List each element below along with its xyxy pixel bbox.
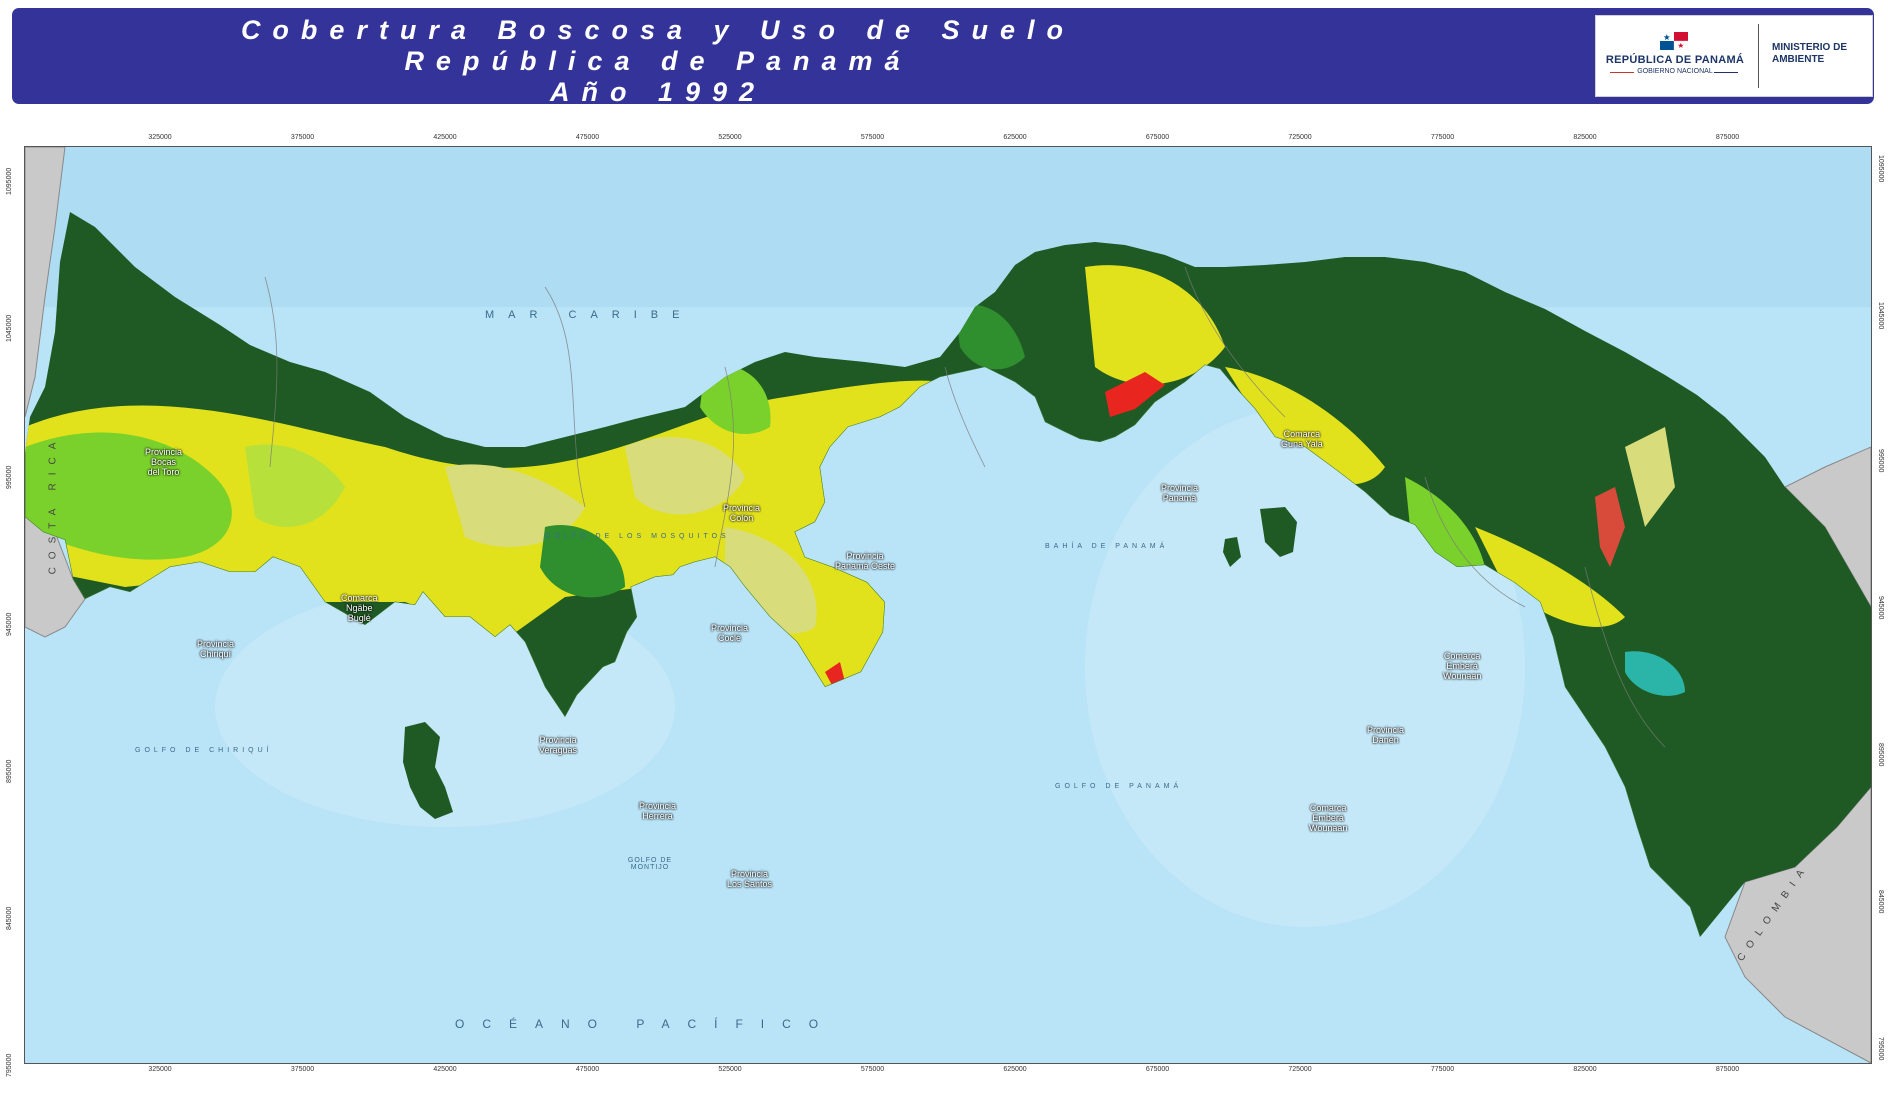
- y-tick-label: 845000: [6, 906, 13, 930]
- title-banner: Cobertura Boscosa y Uso de Suelo Repúbli…: [12, 8, 1874, 107]
- region-label-embera-wounaan-2: Comarca Emberá Wounaan: [1309, 803, 1348, 833]
- y-tick-label: 995000: [1877, 449, 1884, 473]
- y-tick-label: 895000: [1877, 743, 1884, 767]
- region-label-herrera: Provincia Herrera: [639, 801, 677, 821]
- x-tick-label: 325000: [148, 134, 172, 141]
- government-logo: REPÚBLICA DE PANAMÁ GOBIERNO NACIONAL MI…: [1595, 15, 1873, 97]
- y-tick-label: 895000: [6, 759, 13, 783]
- region-label-los-santos: Provincia Los Santos: [727, 869, 773, 889]
- x-tick-label: 725000: [1288, 134, 1312, 141]
- government-name: REPÚBLICA DE PANAMÁ: [1605, 54, 1745, 66]
- x-tick-label: 875000: [1715, 1066, 1740, 1073]
- y-tick-label: 945000: [1877, 596, 1884, 620]
- x-tick-label: 775000: [1430, 1066, 1455, 1073]
- y-tick-label: 1095000: [6, 167, 13, 195]
- y-tick-label: 1045000: [1877, 302, 1884, 330]
- golfo-panama-label: GOLFO DE PANAMÁ: [1055, 783, 1183, 790]
- y-tick-label: 795000: [6, 1053, 13, 1077]
- x-tick-label: 425000: [433, 1066, 457, 1073]
- region-label-colon: Provincia Colón: [723, 503, 761, 523]
- region-label-panama-oeste: Provincia Panamá Oeste: [835, 551, 896, 571]
- x-tick-label: 475000: [575, 134, 600, 141]
- region-label-veraguas: Provincia Veraguas: [539, 735, 578, 755]
- y-tick-label: 845000: [1877, 890, 1884, 914]
- ministry-name: MINISTERIO DE AMBIENTE: [1772, 42, 1848, 65]
- x-tick-label: 575000: [860, 1066, 885, 1073]
- x-tick-label: 475000: [575, 1066, 600, 1073]
- x-tick-label: 525000: [718, 134, 742, 141]
- panama-flag-icon: [1660, 32, 1688, 50]
- pacific-ocean-label: OCÉANO PACÍFICO: [455, 1017, 837, 1031]
- golfo-montijo-label: GOLFO DE MONTIJO: [627, 857, 673, 871]
- map-frame: MAR CARIBE OCÉANO PACÍFICO GOLFO DE CHIR…: [24, 146, 1872, 1064]
- x-tick-label: 575000: [860, 134, 885, 141]
- land-cover-map: [25, 147, 1871, 1063]
- x-tick-label: 375000: [290, 134, 315, 141]
- region-label-cocle: Provincia Coclé: [711, 623, 749, 643]
- region-label-darien: Provincia Darién: [1367, 725, 1405, 745]
- costa-rica-label: COSTA RICA: [47, 434, 59, 575]
- map-title-line-2: República de Panamá: [404, 46, 912, 76]
- x-tick-label: 325000: [148, 1066, 172, 1073]
- region-label-bocas: Provincia Bocas del Toro: [145, 447, 183, 477]
- x-tick-label: 825000: [1573, 134, 1597, 141]
- logo-divider-line: [1610, 72, 1634, 73]
- x-tick-label: 875000: [1715, 134, 1740, 141]
- region-label-panama: Provincia Panamá: [1161, 483, 1199, 503]
- logo-separator: [1758, 24, 1759, 88]
- x-tick-label: 775000: [1430, 134, 1455, 141]
- x-tick-label: 675000: [1145, 134, 1170, 141]
- caribbean-sea-label: MAR CARIBE: [485, 309, 694, 321]
- x-tick-label: 825000: [1573, 1066, 1597, 1073]
- x-tick-label: 525000: [718, 1066, 742, 1073]
- region-label-chiriqui: Provincia Chiriquí: [197, 639, 235, 659]
- region-label-guna-yala: Comarca Guna Yala: [1281, 429, 1323, 449]
- y-tick-label: 945000: [6, 612, 13, 636]
- region-label-embera-wounaan-1: Comarca Emberá Wounaan: [1443, 651, 1482, 681]
- y-tick-label: 1095000: [1877, 155, 1884, 183]
- x-tick-label: 375000: [290, 1066, 315, 1073]
- y-tick-label: 795000: [1877, 1037, 1884, 1061]
- x-tick-label: 725000: [1288, 1066, 1312, 1073]
- golfo-chiriqui-label: GOLFO DE CHIRIQUÍ: [135, 747, 273, 754]
- x-tick-label: 425000: [433, 134, 457, 141]
- y-tick-label: 995000: [6, 465, 13, 489]
- government-subtitle: GOBIERNO NACIONAL: [1637, 68, 1713, 75]
- logo-divider-line: [1714, 72, 1738, 73]
- map-title-line-1: Cobertura Boscosa y Uso de Suelo: [240, 15, 1076, 45]
- bahia-panama-label: BAHÍA DE PANAMÁ: [1045, 543, 1169, 550]
- x-tick-label: 625000: [1003, 134, 1027, 141]
- x-tick-label: 675000: [1145, 1066, 1170, 1073]
- y-tick-label: 1045000: [6, 314, 13, 342]
- region-label-ngabe: Comarca Ngäbe Buglé: [341, 593, 378, 623]
- x-tick-label: 625000: [1003, 1066, 1027, 1073]
- map-title-line-3: Año 1992: [549, 77, 767, 107]
- golfo-mosquitos-label: GOLFO DE LOS MOSQUITOS: [545, 533, 730, 540]
